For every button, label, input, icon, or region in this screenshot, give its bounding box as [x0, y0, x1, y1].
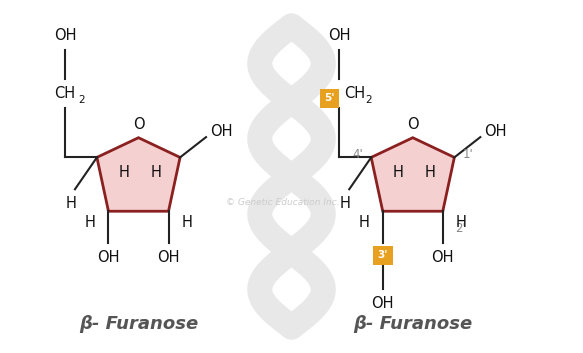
- Text: OH: OH: [54, 28, 76, 43]
- Text: H: H: [85, 215, 96, 230]
- Text: OH: OH: [157, 250, 180, 265]
- Text: © Genetic Education Inc.: © Genetic Education Inc.: [226, 198, 340, 207]
- Polygon shape: [371, 138, 454, 211]
- Text: 2: 2: [366, 95, 372, 105]
- Text: OH: OH: [431, 250, 454, 265]
- Text: H: H: [340, 196, 350, 211]
- FancyBboxPatch shape: [320, 89, 339, 108]
- Text: 3': 3': [377, 250, 388, 260]
- Text: H: H: [359, 215, 370, 230]
- Text: H: H: [65, 196, 76, 211]
- Text: O: O: [133, 117, 144, 132]
- Text: H: H: [456, 215, 467, 230]
- Text: 1': 1': [462, 148, 473, 161]
- Text: OH: OH: [371, 297, 394, 311]
- Text: CH: CH: [344, 86, 365, 101]
- Text: H: H: [118, 165, 129, 180]
- Text: O: O: [407, 117, 419, 132]
- Text: CH: CH: [55, 86, 76, 101]
- Text: H: H: [424, 165, 436, 180]
- FancyBboxPatch shape: [373, 246, 392, 264]
- Text: OH: OH: [210, 124, 233, 139]
- Text: H: H: [181, 215, 192, 230]
- Polygon shape: [97, 138, 180, 211]
- Text: β- Furanose: β- Furanose: [79, 315, 198, 333]
- Text: β- Furanose: β- Furanose: [353, 315, 472, 333]
- Text: OH: OH: [484, 124, 507, 139]
- Text: 2': 2': [455, 222, 466, 235]
- Text: 5': 5': [324, 93, 335, 103]
- Text: H: H: [150, 165, 161, 180]
- Text: H: H: [393, 165, 404, 180]
- Text: 2: 2: [79, 95, 85, 105]
- Text: OH: OH: [328, 28, 351, 43]
- Text: 4': 4': [352, 148, 363, 161]
- Text: OH: OH: [97, 250, 120, 265]
